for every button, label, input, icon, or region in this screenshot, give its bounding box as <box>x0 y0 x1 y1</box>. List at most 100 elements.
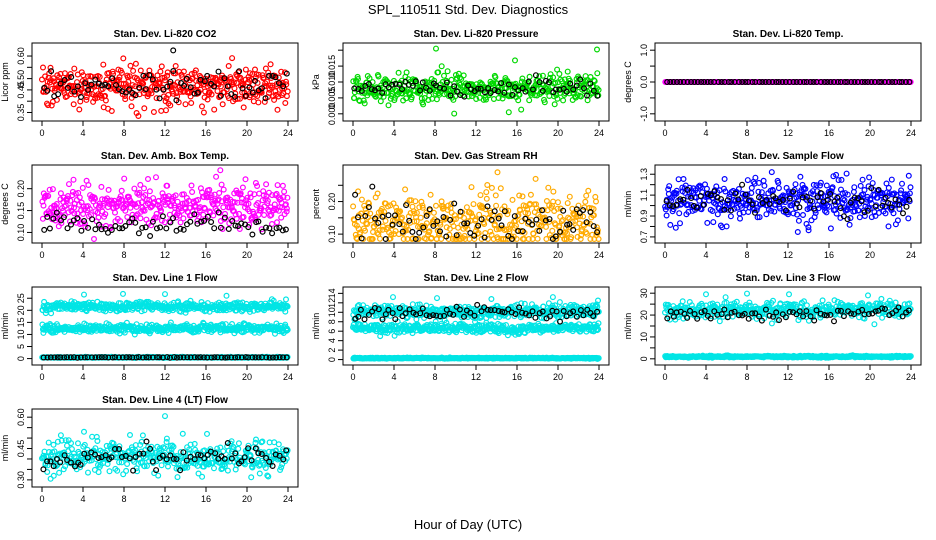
data-point <box>220 204 227 211</box>
data-point <box>463 204 470 211</box>
data-point <box>568 234 575 241</box>
mean-point <box>594 229 601 236</box>
mean-point <box>529 86 536 93</box>
data-point <box>125 78 132 85</box>
data-point <box>663 212 670 219</box>
data-point <box>220 186 227 193</box>
data-point <box>44 102 51 109</box>
data-point <box>254 200 261 207</box>
data-point <box>67 70 74 77</box>
mean-point <box>834 78 841 85</box>
data-point <box>147 204 154 211</box>
mean-point <box>88 81 95 88</box>
data-point <box>227 75 234 82</box>
mean-point <box>790 78 797 85</box>
mean-point <box>680 78 687 85</box>
data-point <box>386 80 393 87</box>
data-point <box>393 204 400 211</box>
mean-point <box>258 85 265 92</box>
mean-point <box>269 72 276 79</box>
mean-point <box>167 78 174 85</box>
data-point <box>592 198 599 205</box>
mean-point <box>139 224 146 231</box>
data-point <box>559 217 566 224</box>
data-point <box>146 188 153 195</box>
data-point <box>104 204 111 211</box>
y-tick-label: 0.7 <box>639 231 649 244</box>
panel-title: Stan. Dev. Line 1 Flow <box>113 273 218 284</box>
data-point <box>375 73 382 80</box>
mean-point <box>797 78 804 85</box>
mean-point <box>170 215 177 222</box>
mean-point <box>55 91 62 98</box>
mean-point <box>389 221 396 228</box>
data-point <box>189 189 196 196</box>
mean-point <box>443 79 450 86</box>
data-point <box>408 94 415 101</box>
mean-point <box>464 220 471 227</box>
x-tick-label: 20 <box>865 250 875 260</box>
data-point <box>563 230 570 237</box>
data-point <box>495 94 502 101</box>
mean-point <box>229 218 236 225</box>
mean-point <box>95 80 102 87</box>
series-points <box>662 169 914 236</box>
panel-4: Stan. Dev. Amb. Box Temp.degrees C0 4 8 12 1… <box>0 151 299 260</box>
data-point <box>229 55 236 62</box>
data-point <box>518 78 525 85</box>
y-tick-label: 15 <box>16 317 26 327</box>
outlier-point <box>511 57 518 64</box>
mean-point <box>204 213 211 220</box>
mean-point <box>252 77 259 84</box>
mean-point <box>902 78 909 85</box>
mean-point <box>587 80 594 87</box>
mean-point <box>81 218 88 225</box>
data-point <box>126 73 133 80</box>
mean-point <box>515 87 522 94</box>
mean-point <box>215 68 222 75</box>
data-point <box>377 235 384 242</box>
y-axis-label: kPa <box>311 74 321 90</box>
y-tick-label: 0.60 <box>16 47 26 65</box>
mean-point <box>749 78 756 85</box>
data-point <box>373 214 380 221</box>
data-point <box>53 201 60 208</box>
y-tick-label: 1.0 <box>639 44 649 57</box>
data-point <box>376 227 383 234</box>
mean-point <box>434 218 441 225</box>
data-point <box>400 236 407 243</box>
mean-point <box>399 86 406 93</box>
mean-point <box>170 67 177 74</box>
data-point <box>135 200 142 207</box>
plot-frame <box>31 42 299 122</box>
outlier-point <box>433 45 440 52</box>
data-point <box>366 75 373 82</box>
mean-point <box>420 224 427 231</box>
mean-point <box>201 217 208 224</box>
mean-point <box>211 83 218 90</box>
data-point <box>130 67 137 74</box>
data-point <box>275 207 282 214</box>
x-tick-label: 8 <box>121 250 126 260</box>
x-tick-label: 20 <box>553 250 563 260</box>
data-point <box>263 181 270 188</box>
mean-point <box>221 75 228 82</box>
data-point <box>516 192 523 199</box>
mean-point <box>491 208 498 215</box>
mean-point <box>786 78 793 85</box>
mean-point <box>129 215 136 222</box>
mean-point <box>759 78 766 85</box>
data-point <box>451 110 458 117</box>
data-point <box>67 197 74 204</box>
data-point <box>274 182 281 189</box>
data-point <box>470 201 477 208</box>
data-point <box>549 227 556 234</box>
data-point <box>122 207 129 214</box>
data-point <box>827 225 834 232</box>
data-point <box>85 182 92 189</box>
data-point <box>364 221 371 228</box>
data-point <box>497 185 504 192</box>
data-point <box>460 92 467 99</box>
mean-point <box>153 225 160 232</box>
data-point <box>464 226 471 233</box>
